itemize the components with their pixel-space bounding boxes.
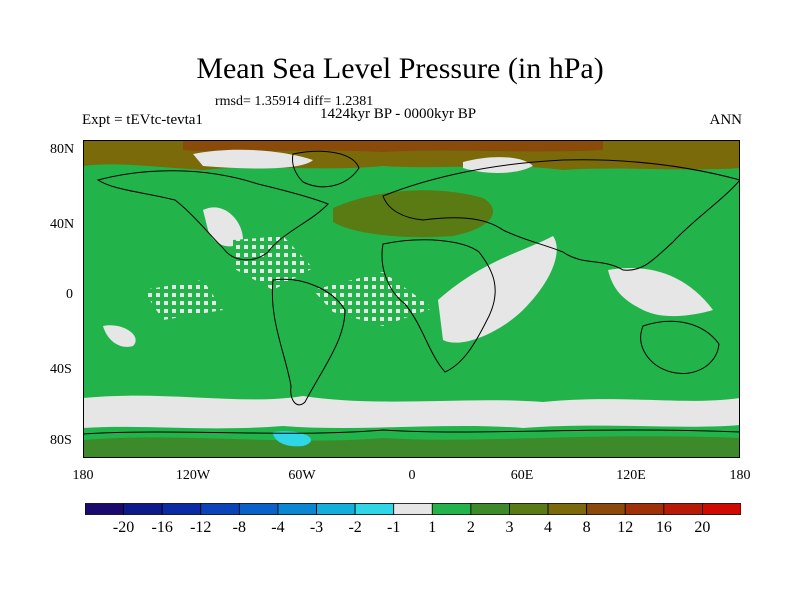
colorbar-tick-label: 20 [694, 519, 711, 536]
colorbar-box [123, 503, 163, 515]
colorbar-box [277, 503, 317, 515]
colorbar-tick-label: -12 [190, 519, 212, 536]
colorbar-tick-label: -1 [387, 519, 401, 536]
colorbar-tick-label: -20 [112, 519, 135, 536]
colorbar-tick-label: -8 [232, 519, 247, 536]
central-america-patch [233, 236, 313, 290]
colorbar-tick-label: 4 [544, 519, 553, 536]
lon-label-180w: 180 [72, 468, 94, 483]
lat-label-80s: 80S [50, 433, 72, 448]
colorbar-box [624, 503, 665, 515]
africa-coast [381, 239, 496, 373]
lat-label-40s: 40S [50, 362, 72, 377]
maritime-continent-patch [608, 268, 713, 317]
colorbar-tick-label: -2 [348, 519, 362, 536]
colorbar-box [161, 503, 202, 515]
lon-label-60e: 60E [510, 468, 534, 483]
eurasia-coast [382, 159, 740, 271]
lon-label-60w: 60W [288, 468, 316, 483]
greenland-patch [193, 149, 313, 169]
colorbar-box [586, 503, 626, 515]
lon-label-120e: 120E [616, 468, 646, 483]
north-america-patch [203, 207, 243, 247]
colorbar [85, 503, 741, 515]
colorbar-tick-label: -3 [309, 519, 324, 536]
colorbar-box [547, 503, 588, 515]
season-label: ANN [709, 112, 743, 128]
colorbar-tick-label: 16 [655, 519, 672, 536]
colorbar-tick-label: 2 [466, 519, 475, 536]
period-text: 1424kyr BP - 0000kyr BP [320, 106, 477, 122]
lat-label-80n: 80N [50, 142, 75, 157]
indian-ocean-patch [438, 236, 557, 343]
map-frame [83, 140, 740, 458]
lat-label-0: 0 [66, 287, 73, 302]
colorbar-tick-label: 3 [505, 519, 514, 536]
colorbar-box [393, 503, 433, 515]
colorbar-box [431, 503, 472, 515]
lon-label-0: 0 [408, 468, 416, 483]
colorbar-tick-label: 8 [582, 519, 591, 536]
antarctica-coast [83, 429, 740, 435]
experiment-label: Expt = tEVtc-tevta1 [82, 112, 203, 128]
colorbar-box [85, 503, 124, 515]
southern-ocean-patch [83, 395, 740, 429]
colorbar-box [509, 503, 549, 515]
map-plot [83, 140, 740, 458]
colorbar-box [354, 503, 395, 515]
colorbar-box [316, 503, 356, 515]
south-pacific-patch [103, 325, 136, 347]
lon-label-180e: 180 [729, 468, 751, 483]
stats-text: rmsd= 1.35914 diff= 1.2381 [215, 94, 374, 109]
pacific-dots-patch [143, 280, 223, 320]
map-title: Mean Sea Level Pressure (in hPa) [196, 52, 604, 85]
lon-label-120w: 120W [175, 468, 211, 483]
arctic-band-inner [183, 140, 603, 152]
greenland-coast [292, 150, 360, 188]
colorbar-tick-label: -16 [151, 519, 173, 536]
north-america-coast [96, 170, 329, 261]
colorbar-box [702, 503, 741, 515]
australia-coast [640, 320, 720, 374]
colorbar-box [238, 503, 279, 515]
colorbar-tick-label: 1 [428, 519, 437, 536]
colorbar-tick-label: -4 [271, 519, 285, 536]
colorbar-box [663, 503, 703, 515]
ross-patch [273, 431, 312, 447]
south-america-coast [271, 278, 346, 406]
antarctic-region [83, 436, 740, 458]
colorbar-box [470, 503, 510, 515]
lat-label-40n: 40N [50, 217, 75, 232]
north-atlantic-region [333, 190, 493, 238]
colorbar-tick-label: 12 [617, 519, 634, 536]
colorbar-box [200, 503, 240, 515]
tropical-atlantic-patch [313, 272, 433, 326]
coastlines [83, 150, 740, 435]
